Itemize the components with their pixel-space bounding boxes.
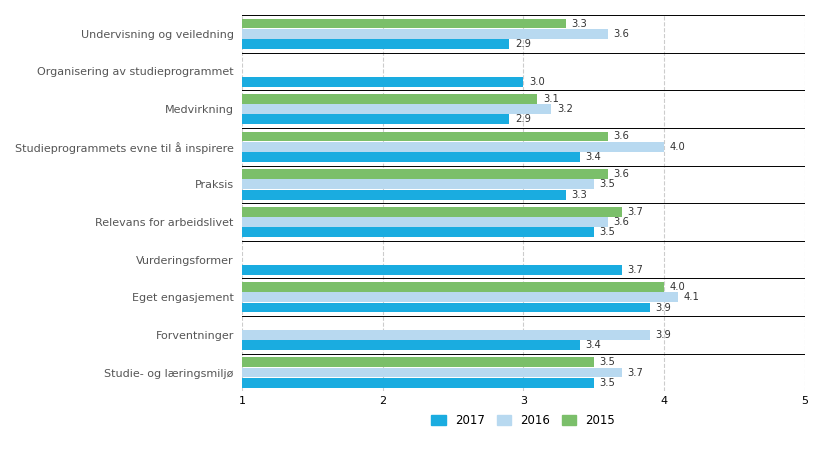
- Text: 3.4: 3.4: [585, 152, 601, 162]
- Text: 3.3: 3.3: [571, 19, 587, 28]
- Text: 3.6: 3.6: [613, 132, 630, 142]
- Bar: [242, 368, 621, 377]
- Bar: [242, 19, 565, 28]
- Bar: [242, 303, 650, 312]
- Text: 3.7: 3.7: [627, 207, 644, 217]
- Bar: [242, 114, 509, 124]
- Bar: [242, 227, 593, 237]
- Text: 4.0: 4.0: [670, 142, 686, 152]
- Bar: [242, 340, 579, 350]
- Text: 4.1: 4.1: [684, 292, 700, 302]
- Bar: [242, 169, 607, 179]
- Bar: [242, 142, 664, 152]
- Text: 2.9: 2.9: [515, 114, 531, 124]
- Text: 3.6: 3.6: [613, 169, 630, 179]
- Text: 3.1: 3.1: [543, 94, 559, 104]
- Text: 2.9: 2.9: [515, 39, 531, 49]
- Text: 3.5: 3.5: [599, 179, 615, 190]
- Bar: [242, 330, 650, 340]
- Bar: [242, 207, 621, 217]
- Bar: [242, 94, 537, 104]
- Text: 3.4: 3.4: [585, 340, 601, 350]
- Bar: [242, 282, 664, 292]
- Text: 3.6: 3.6: [613, 217, 630, 227]
- Text: 3.2: 3.2: [557, 104, 573, 114]
- Bar: [242, 29, 607, 39]
- Bar: [242, 190, 565, 199]
- Text: 3.5: 3.5: [599, 378, 615, 388]
- Bar: [242, 217, 607, 227]
- Bar: [242, 292, 678, 302]
- Bar: [242, 152, 579, 162]
- Bar: [242, 39, 509, 49]
- Text: 3.3: 3.3: [571, 190, 587, 200]
- Bar: [242, 132, 607, 142]
- Text: 3.6: 3.6: [613, 29, 630, 39]
- Legend: 2017, 2016, 2015: 2017, 2016, 2015: [428, 410, 619, 431]
- Bar: [242, 357, 593, 367]
- Bar: [242, 77, 523, 87]
- Text: 3.5: 3.5: [599, 357, 615, 368]
- Text: 3.9: 3.9: [655, 330, 672, 340]
- Text: 3.0: 3.0: [529, 77, 545, 87]
- Bar: [242, 265, 621, 275]
- Text: 3.5: 3.5: [599, 227, 615, 237]
- Bar: [242, 378, 593, 388]
- Text: 3.9: 3.9: [655, 303, 672, 312]
- Text: 4.0: 4.0: [670, 282, 686, 292]
- Bar: [242, 179, 593, 189]
- Text: 3.7: 3.7: [627, 368, 644, 378]
- Bar: [242, 104, 551, 114]
- Text: 3.7: 3.7: [627, 265, 644, 275]
